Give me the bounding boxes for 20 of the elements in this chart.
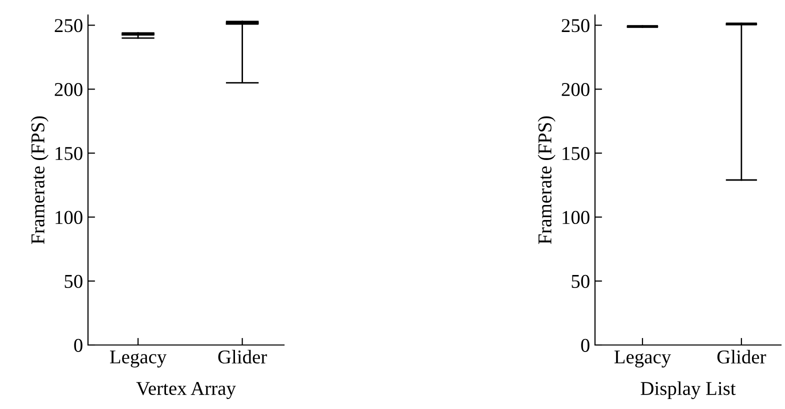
y-tick-label: 150 (56, 146, 82, 160)
y-tick-label: 50 (64, 274, 82, 288)
x-tick-label: Legacy (110, 350, 167, 368)
y-tick-label: 150 (562, 146, 590, 160)
y-tick-label: 50 (572, 274, 590, 288)
y-tick-label: 200 (562, 83, 590, 96)
y-axis-title: Framerate (FPS) (538, 116, 556, 244)
y-tick-label: 0 (74, 338, 82, 352)
x-axis-title: Display List (640, 381, 736, 400)
y-tick-label: 200 (54, 83, 82, 96)
y-tick-label: 100 (562, 210, 590, 224)
x-tick-label: Glider (218, 350, 267, 364)
x-tick-label: Glider (717, 350, 766, 364)
y-tick-label: 0 (581, 338, 590, 352)
y-axis-title: Framerate (FPS) (30, 116, 48, 244)
y-tick-label: 250 (54, 19, 82, 32)
x-tick-label: Legacy (614, 350, 672, 368)
y-tick-label: 250 (562, 19, 590, 32)
x-axis-title: Vertex Array (136, 382, 236, 400)
y-tick-label: 100 (56, 210, 82, 224)
